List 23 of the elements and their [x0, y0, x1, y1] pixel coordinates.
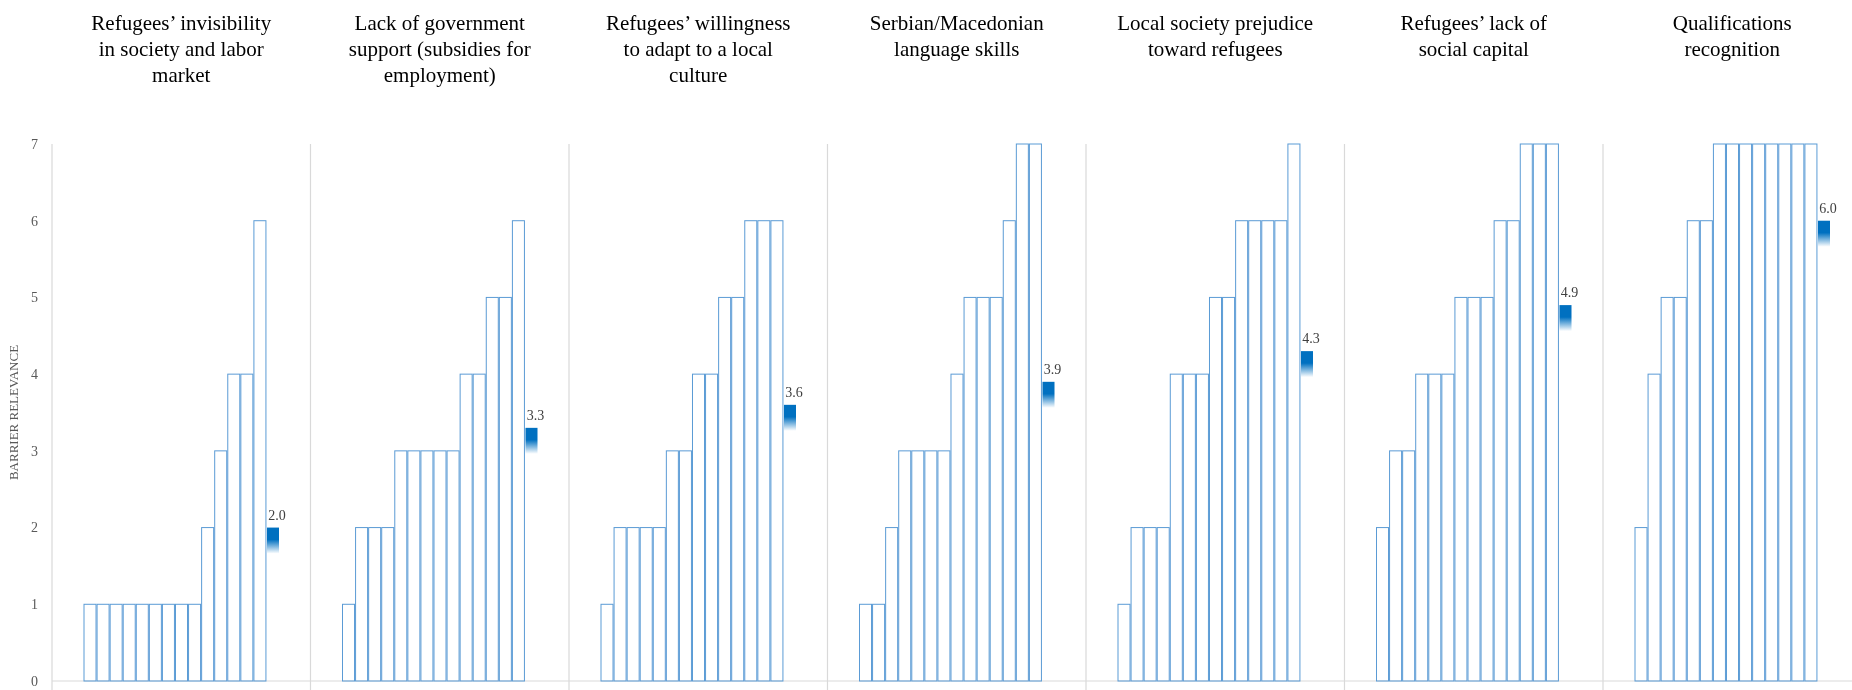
y-tick-label: 1 — [31, 597, 38, 613]
x-tick-label: Lack of government support (subsidies for employment) — [348, 11, 531, 87]
x-tick-label: Refugees’ willingness to adapt to a local culture — [606, 11, 791, 87]
y-tick-label: 7 — [31, 136, 38, 152]
y-tick-label: 4 — [31, 367, 38, 383]
data-label: 2.0 — [268, 507, 286, 523]
data-label: 3.9 — [1043, 361, 1062, 377]
y-axis-title: BARRIER RELEVANCE — [6, 344, 21, 481]
y-tick-label: 0 — [31, 673, 38, 689]
y-tick-label: 3 — [31, 443, 38, 459]
x-tick-label: Local society prejudice toward refugees — [1117, 11, 1314, 61]
x-tick-label: Refugees’ lack of social capital — [1400, 11, 1548, 61]
data-label: 4.3 — [1302, 331, 1320, 347]
data-label: 4.9 — [1560, 285, 1579, 301]
data-label: 3.3 — [526, 407, 545, 423]
data-label: 3.6 — [785, 384, 803, 400]
data-label: 6.0 — [1819, 200, 1837, 216]
x-tick-label: Serbian/Macedonian language skills — [869, 11, 1045, 61]
y-tick-label: 6 — [31, 213, 38, 229]
x-tick-label: Qualifications recognition — [1672, 11, 1792, 61]
y-tick-label: 2 — [31, 520, 38, 536]
y-tick-label: 5 — [31, 290, 38, 306]
x-tick-label: Refugees’ invisibility in society and labor market — [91, 11, 272, 87]
